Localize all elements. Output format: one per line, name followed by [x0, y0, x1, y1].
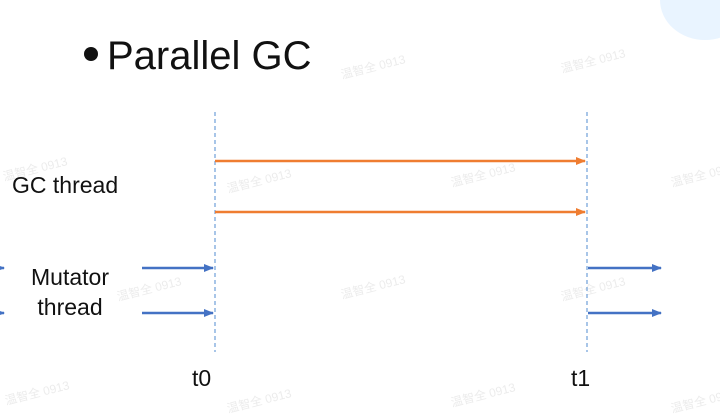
slide-title-text: Parallel GC	[107, 34, 312, 78]
bullet-icon	[84, 47, 98, 62]
t1-label: t1	[571, 365, 591, 391]
mutator-thread-label: Mutator thread	[31, 264, 109, 320]
slide-title: Parallel GC	[84, 32, 312, 80]
t0-label: t0	[192, 365, 212, 391]
gc-thread-label: GC thread	[12, 172, 119, 198]
